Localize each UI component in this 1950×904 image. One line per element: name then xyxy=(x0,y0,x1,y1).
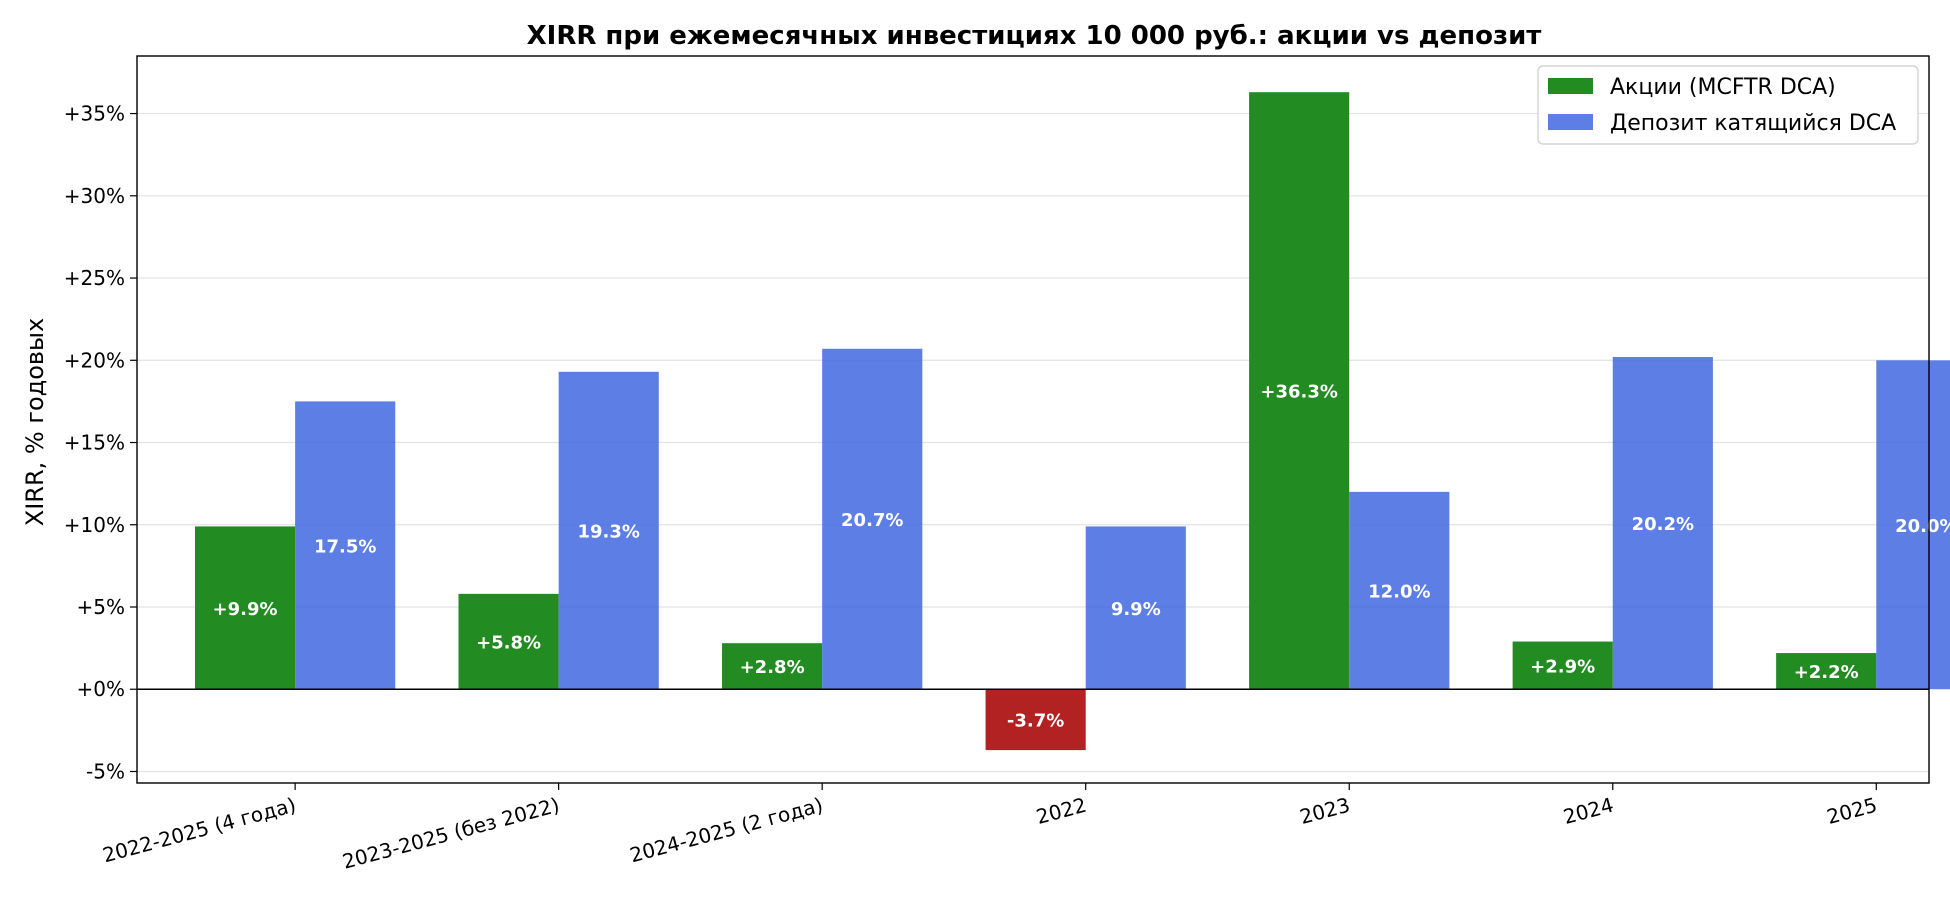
x-tick-label: 2023 xyxy=(1297,793,1352,829)
bar-stocks xyxy=(1776,653,1877,690)
data-label: -3.7% xyxy=(1007,711,1064,732)
legend-label: Депозит катящийся DCA xyxy=(1610,111,1896,136)
data-label: 20.2% xyxy=(1632,514,1694,535)
bar-deposit xyxy=(295,401,396,690)
chart-title: XIRR при ежемесячных инвестициях 10 000 … xyxy=(527,21,1542,51)
x-tick-label: 2024 xyxy=(1561,793,1616,829)
data-label: +2.8% xyxy=(740,657,805,678)
bar-deposit xyxy=(1876,360,1950,690)
legend: Акции (MCFTR DCA) Депозит катящийся DCA xyxy=(1537,65,1919,145)
y-tick-label: +0% xyxy=(77,677,126,701)
bar-stocks xyxy=(458,593,559,690)
y-tick-label: +5% xyxy=(77,595,126,619)
bar-deposit xyxy=(822,348,923,690)
x-tick-label: 2024-2025 (2 года) xyxy=(627,793,825,868)
y-tick-label: +20% xyxy=(64,348,125,372)
x-tick-label: 2022-2025 (4 года) xyxy=(100,793,298,868)
data-label: +36.3% xyxy=(1260,382,1338,403)
legend-swatch xyxy=(1548,78,1593,94)
plot-frame xyxy=(136,55,1930,784)
legend-swatch xyxy=(1548,114,1593,130)
bar-deposit xyxy=(558,371,659,690)
data-label: +2.2% xyxy=(1794,662,1859,683)
bar-stocks xyxy=(1249,92,1350,690)
data-label: +2.9% xyxy=(1530,656,1595,677)
y-axis-label: XIRR, % годовых xyxy=(21,318,49,526)
y-tick-label: +30% xyxy=(64,184,125,208)
bar-stocks xyxy=(985,689,1086,751)
data-label: 17.5% xyxy=(314,536,376,557)
data-labels-layer: +9.9% +5.8% +2.8% -3.7% +36.3% +2.9% +2.2% 17.5… xyxy=(213,382,1950,732)
bar-stocks xyxy=(194,526,296,690)
legend-box xyxy=(1537,65,1919,145)
data-label: +5.8% xyxy=(476,633,541,654)
bar-deposit xyxy=(1349,491,1450,690)
bars-layer xyxy=(194,92,1950,751)
legend-label: Акции (MCFTR DCA) xyxy=(1610,75,1836,100)
bar-stocks xyxy=(722,643,823,690)
x-tick-label: 2023-2025 (без 2022) xyxy=(340,793,562,874)
data-label: +9.9% xyxy=(213,599,278,620)
x-tick-label: 2025 xyxy=(1824,793,1879,829)
data-label: 20.7% xyxy=(841,510,903,531)
data-label: 19.3% xyxy=(577,522,639,543)
y-tick-label: -5% xyxy=(86,759,125,783)
data-label: 9.9% xyxy=(1111,599,1161,620)
x-tick-label: 2022 xyxy=(1034,793,1089,829)
data-label: 20.0% xyxy=(1895,516,1950,537)
y-tick-label: +10% xyxy=(64,513,125,537)
y-tick-label: +15% xyxy=(64,431,125,455)
bar-deposit xyxy=(1612,356,1713,690)
data-label: 12.0% xyxy=(1368,582,1430,603)
bar-deposit xyxy=(1085,526,1186,690)
y-tick-label: +35% xyxy=(64,102,125,126)
y-tick-label: +25% xyxy=(64,266,125,290)
bar-stocks xyxy=(1512,641,1613,690)
